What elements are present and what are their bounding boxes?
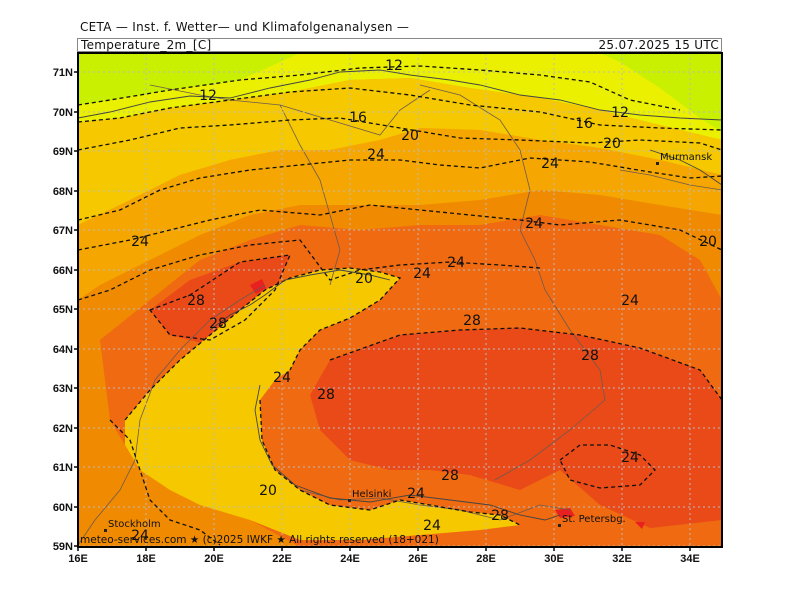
contour-label: 20 xyxy=(355,271,373,287)
contour-label: 20 xyxy=(699,234,717,250)
contour-label: 24 xyxy=(447,255,465,271)
lat-label: 63N xyxy=(53,383,73,395)
lat-label: 61N xyxy=(53,462,73,474)
lon-label: 30E xyxy=(544,553,564,565)
contour-label: 28 xyxy=(187,293,205,309)
contour-label: 28 xyxy=(463,313,481,329)
contour-label: 24 xyxy=(413,266,431,282)
chart-title: CETA — Inst. f. Wetter— und Klimafolgena… xyxy=(80,20,410,34)
latitude-labels: 71N 70N 69N 68N 67N 66N 65N 64N 63N 62N 61N 60N 59N xyxy=(53,67,73,553)
city-markers xyxy=(104,162,659,532)
lat-label: 69N xyxy=(53,146,73,158)
footer-credit: meteo-services.com ★ (c)2025 IWKF ★ All … xyxy=(80,534,439,546)
contour-label: 20 xyxy=(259,483,277,499)
contour-label: 12 xyxy=(611,105,629,121)
contour-label: 12 xyxy=(199,88,217,104)
lon-label: 20E xyxy=(204,553,224,565)
zone-22-24 xyxy=(78,128,722,300)
lat-label: 70N xyxy=(53,107,73,119)
contour-label: 12 xyxy=(385,58,403,74)
contour-label: 28 xyxy=(491,508,509,524)
zone-28-30 xyxy=(150,255,722,528)
lon-label: 26E xyxy=(408,553,428,565)
city-label: Stockholm xyxy=(108,519,161,530)
lat-label: 66N xyxy=(53,265,73,277)
lat-label: 60N xyxy=(53,502,73,514)
contour-label: 24 xyxy=(131,528,149,544)
lon-label: 34E xyxy=(680,553,700,565)
contour-label: 24 xyxy=(367,147,385,163)
contour-label: 16 xyxy=(349,110,367,126)
lon-label: 22E xyxy=(272,553,292,565)
contour-label: 20 xyxy=(401,128,419,144)
city-marker xyxy=(656,162,659,165)
lat-label: 65N xyxy=(53,304,73,316)
contour-label: 28 xyxy=(317,387,335,403)
lat-label: 62N xyxy=(53,423,73,435)
contour-labels: 12 12 12 16 16 20 20 20 20 20 24 24 24 24 24 24 24 24 24 24… xyxy=(131,58,717,544)
gulf-of-bothnia-cool-zone xyxy=(125,268,520,540)
lon-label: 18E xyxy=(136,553,156,565)
map-frame xyxy=(77,52,723,548)
lon-label: 24E xyxy=(340,553,360,565)
contour-label: 20 xyxy=(603,136,621,152)
lat-label: 71N xyxy=(53,67,73,79)
axis-ticks xyxy=(74,71,691,551)
contour-label: 24 xyxy=(621,293,639,309)
zone-18-22 xyxy=(78,78,722,225)
contour-label: 24 xyxy=(273,370,291,386)
coastline xyxy=(78,69,722,521)
city-marker xyxy=(558,524,561,527)
city-label: Helsinki xyxy=(352,489,391,500)
label-bar xyxy=(77,38,722,52)
variable-label: Temperature_2m_[C] xyxy=(81,38,212,52)
lat-label: 67N xyxy=(53,225,73,237)
lat-label: 64N xyxy=(53,344,73,356)
lon-label: 16E xyxy=(68,553,88,565)
longitude-labels: 16E 18E 20E 22E 24E 26E 28E 30E 32E 34E xyxy=(68,553,700,565)
zone-10-14 xyxy=(78,53,722,132)
contour-label: 24 xyxy=(407,486,425,502)
lon-label: 32E xyxy=(612,553,632,565)
contour-label: 24 xyxy=(131,234,149,250)
graticule xyxy=(78,53,722,547)
contour-label: 28 xyxy=(441,468,459,484)
city-marker xyxy=(104,529,107,532)
city-marker xyxy=(348,499,351,502)
city-label: St. Petersbg. xyxy=(562,514,626,525)
city-label: Murmansk xyxy=(660,152,712,163)
contour-label: 24 xyxy=(423,518,441,534)
contour-label: 16 xyxy=(575,116,593,132)
contour-label: 28 xyxy=(581,348,599,364)
city-labels: Murmansk Helsinki St. Petersbg. Stockholm xyxy=(108,152,712,530)
contour-label: 28 xyxy=(209,316,227,332)
contour-label: 24 xyxy=(525,216,543,232)
lon-label: 28E xyxy=(476,553,496,565)
contour-label: 24 xyxy=(621,450,639,466)
isotherms xyxy=(78,65,722,546)
valid-time: 25.07.2025 15 UTC xyxy=(598,38,719,52)
lat-label: 68N xyxy=(53,186,73,198)
lat-label: 59N xyxy=(53,541,73,553)
contour-label: 24 xyxy=(541,156,559,172)
